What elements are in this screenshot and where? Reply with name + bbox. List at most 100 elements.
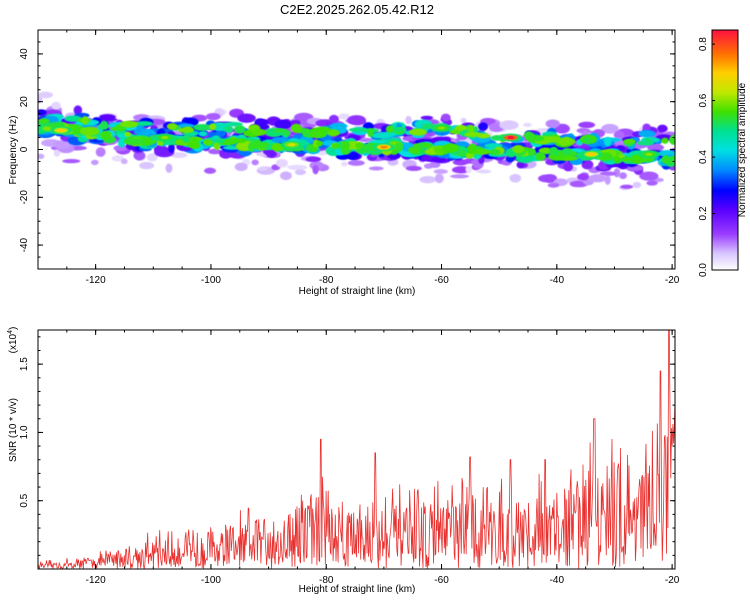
spectral-blob [73,105,83,116]
snr-panel: -120 -100 -80 -60 -40 -20 0.5 1.0 1.5 Height of… [7,327,680,595]
spectral-blob [38,118,50,125]
colorbar-tick-label: 0.6 [698,93,709,107]
spectral-blob [499,120,519,130]
x-tick-label: -40 [550,575,565,586]
spectral-blob [450,174,470,179]
spectral-blob [419,175,437,184]
y-tick-label: 0 [19,146,30,152]
spectral-blob [464,132,483,138]
spectral-blob [442,143,460,153]
spectral-blob [99,114,116,121]
spectral-blob [661,155,669,164]
x-tick-label: -80 [319,575,334,586]
spectral-blob [208,148,222,155]
spectral-blob [465,165,473,174]
spectral-blob [209,123,217,131]
spectral-blob [478,122,489,131]
spectral-blob [408,146,422,154]
y-tick-label: 40 [19,48,30,60]
spectral-blob [604,136,612,147]
spectral-blob [469,143,477,153]
colorbar: 0.0 0.2 0.4 0.6 0.8 Normalized spectral ampl… [698,29,748,277]
spectral-blob [599,171,617,176]
spectral-blob [434,173,444,184]
spectral-blob [452,158,469,166]
snr-series-line [38,330,675,569]
spectral-blob [368,166,384,171]
spectral-blob [367,128,374,138]
spectral-blob [168,143,175,154]
colorbar-scale [711,29,739,271]
spectral-blob [549,146,559,156]
spectral-blob [257,119,270,126]
spectral-blob [234,138,247,144]
spectral-blob [327,129,340,137]
spectral-blob [636,140,655,146]
spectral-blob [144,138,152,145]
spectrogram-panel: -120 -100 -80 -60 -40 -20 -40 -20 0 20 40 Height … [8,29,680,297]
spectral-blob [371,132,390,139]
spectral-blob [328,114,339,124]
spectral-blob [287,164,308,171]
spectral-blob [457,149,467,158]
spectral-peak-core [57,128,65,132]
spectral-blob [38,153,45,159]
spectral-blob [405,165,422,172]
spectral-blob [534,152,546,161]
spectral-blob [623,138,636,145]
spectral-blob [563,162,573,172]
x-tick-label: -40 [550,275,565,286]
figure-title: C2E2.2025.262.05.42.R12 [280,2,434,17]
x-tick-label: -60 [434,575,449,586]
spectral-blob [95,147,106,157]
spectral-blob [583,136,591,145]
spectral-blob [100,130,112,141]
colorbar-tick-label: 0.4 [698,150,709,164]
spectral-blob [81,115,89,125]
spectrogram-y-ticks: -40 -20 0 20 40 [19,29,675,270]
y-tick-label: 20 [19,96,30,108]
spectral-blob [613,167,621,178]
spectral-blob [113,145,128,152]
spectral-blob [525,134,545,142]
spectral-blob [545,119,560,129]
spectral-blob [202,138,213,146]
spectral-blob [79,126,100,136]
spectrogram-x-ticks: -120 -100 -80 -60 -40 -20 [37,30,680,286]
spectral-blob [213,140,220,151]
spectral-blob [193,123,212,131]
spectral-blob [347,160,365,166]
spectral-blob [638,129,656,138]
spectral-blob [562,147,573,155]
spectral-peak-core [645,152,653,156]
spectral-blob [139,161,155,170]
spectral-blob [433,169,448,174]
spectral-blob [251,159,259,166]
spectrogram-y-label: Frequency (Hz) [8,116,19,185]
y-tick-label: 1.0 [19,425,30,439]
spectral-peak-core [587,152,595,156]
spectral-blob [38,91,53,99]
spectral-blob [347,115,366,125]
spectral-blob [166,123,178,130]
spectral-blob [516,161,525,169]
spectral-peak-core [380,145,388,149]
x-tick-label: -20 [665,575,680,586]
spectral-blob [223,139,238,144]
x-tick-label: -60 [434,275,449,286]
spectral-blob [274,119,292,130]
y-tick-label: 0.5 [19,493,30,507]
x-tick-label: -100 [201,275,221,286]
spectral-peak-core [507,136,515,140]
spectral-blob [331,143,340,149]
spectral-blob [449,129,461,135]
spectral-blob [619,172,627,180]
spectral-blob [460,117,467,124]
spectral-blob [316,140,323,147]
spectral-blob [53,149,61,157]
spectral-blob [632,181,642,189]
spectral-blob [409,128,428,136]
spectral-blob [639,171,659,181]
spectral-blob [291,123,302,133]
